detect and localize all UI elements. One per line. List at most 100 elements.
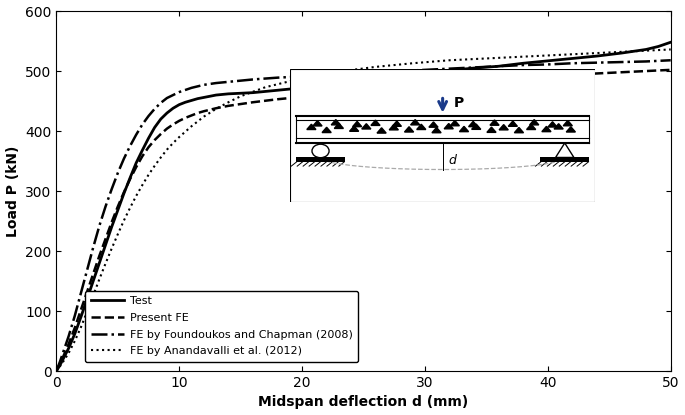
Polygon shape — [349, 126, 359, 131]
Test — [52, 369, 60, 374]
FE by Foundoukos and Chapman (2008) — [642, 59, 650, 64]
FE by Anandavalli et al. (2012) — [120, 218, 128, 223]
Present FE — [145, 145, 153, 150]
Present FE — [114, 204, 122, 209]
FE by Anandavalli et al. (2012) — [145, 172, 153, 177]
FE by Foundoukos and Chapman (2008) — [421, 67, 429, 72]
FE by Foundoukos and Chapman (2008) — [64, 334, 73, 339]
Polygon shape — [404, 127, 414, 132]
Present FE — [71, 325, 79, 330]
Present FE — [182, 115, 190, 120]
Polygon shape — [334, 123, 343, 129]
FE by Anandavalli et al. (2012) — [200, 114, 208, 119]
FE by Foundoukos and Chapman (2008) — [52, 369, 60, 374]
Polygon shape — [410, 120, 420, 125]
Test — [654, 44, 662, 49]
FE by Foundoukos and Chapman (2008) — [60, 348, 68, 353]
Polygon shape — [469, 121, 477, 127]
FE by Anandavalli et al. (2012) — [77, 325, 85, 330]
Line: Present FE: Present FE — [56, 70, 671, 371]
Polygon shape — [542, 126, 551, 132]
Polygon shape — [527, 124, 536, 129]
Present FE — [347, 90, 356, 95]
Present FE — [273, 97, 282, 102]
FE by Anandavalli et al. (2012) — [138, 183, 147, 188]
FE by Foundoukos and Chapman (2008) — [445, 66, 453, 71]
Polygon shape — [487, 127, 496, 132]
Polygon shape — [490, 120, 499, 125]
FE by Anandavalli et al. (2012) — [163, 147, 171, 152]
FE by Foundoukos and Chapman (2008) — [236, 78, 245, 83]
FE by Anandavalli et al. (2012) — [101, 261, 110, 266]
Present FE — [169, 122, 177, 127]
FE by Anandavalli et al. (2012) — [298, 76, 306, 81]
FE by Foundoukos and Chapman (2008) — [667, 58, 675, 63]
FE by Foundoukos and Chapman (2008) — [132, 132, 140, 137]
FE by Anandavalli et al. (2012) — [52, 369, 60, 374]
Present FE — [396, 85, 404, 90]
Present FE — [593, 71, 601, 76]
FE by Anandavalli et al. (2012) — [56, 364, 64, 369]
FE by Anandavalli et al. (2012) — [335, 69, 343, 74]
FE by Foundoukos and Chapman (2008) — [323, 73, 331, 78]
Present FE — [132, 165, 140, 170]
FE by Anandavalli et al. (2012) — [224, 100, 232, 105]
Present FE — [175, 118, 184, 123]
Present FE — [60, 353, 68, 358]
Polygon shape — [353, 121, 362, 127]
FE by Anandavalli et al. (2012) — [667, 47, 675, 52]
FE by Anandavalli et al. (2012) — [212, 106, 220, 111]
FE by Foundoukos and Chapman (2008) — [71, 313, 79, 318]
FE by Foundoukos and Chapman (2008) — [151, 106, 159, 111]
Bar — [296, 120, 589, 138]
Present FE — [470, 78, 478, 83]
Test — [145, 136, 153, 141]
Test — [114, 208, 122, 213]
Present FE — [157, 132, 165, 137]
FE by Foundoukos and Chapman (2008) — [157, 100, 165, 105]
FE by Foundoukos and Chapman (2008) — [617, 60, 625, 65]
Present FE — [249, 100, 257, 105]
Y-axis label: Load P (kN): Load P (kN) — [5, 145, 20, 237]
Present FE — [212, 106, 220, 111]
Present FE — [421, 82, 429, 87]
FE by Foundoukos and Chapman (2008) — [495, 64, 503, 69]
Polygon shape — [371, 120, 380, 125]
Present FE — [95, 253, 103, 258]
FE by Anandavalli et al. (2012) — [151, 164, 159, 168]
FE by Anandavalli et al. (2012) — [519, 54, 527, 59]
FE by Anandavalli et al. (2012) — [95, 277, 103, 282]
Present FE — [194, 110, 202, 115]
Polygon shape — [429, 122, 438, 127]
Present FE — [617, 70, 625, 75]
Present FE — [544, 73, 552, 78]
Text: d: d — [449, 154, 457, 167]
FE by Foundoukos and Chapman (2008) — [224, 79, 232, 84]
Present FE — [200, 109, 208, 114]
Polygon shape — [393, 121, 401, 126]
Polygon shape — [508, 121, 517, 126]
FE by Foundoukos and Chapman (2008) — [249, 77, 257, 82]
FE by Anandavalli et al. (2012) — [126, 205, 134, 210]
Present FE — [101, 237, 110, 242]
FE by Foundoukos and Chapman (2008) — [83, 268, 91, 273]
Present FE — [151, 137, 159, 142]
Present FE — [236, 102, 245, 107]
Present FE — [126, 176, 134, 181]
Polygon shape — [499, 124, 508, 130]
Polygon shape — [472, 124, 481, 129]
Test — [286, 87, 294, 92]
Test — [667, 40, 675, 45]
Present FE — [108, 220, 116, 225]
FE by Foundoukos and Chapman (2008) — [163, 95, 171, 100]
FE by Anandavalli et al. (2012) — [445, 58, 453, 63]
Legend: Test, Present FE, FE by Foundoukos and Chapman (2008), FE by Anandavalli et al. : Test, Present FE, FE by Foundoukos and C… — [85, 291, 358, 362]
Polygon shape — [362, 124, 371, 129]
Present FE — [138, 154, 147, 159]
FE by Anandavalli et al. (2012) — [89, 293, 97, 298]
FE by Foundoukos and Chapman (2008) — [138, 122, 147, 127]
Present FE — [64, 342, 73, 347]
FE by Foundoukos and Chapman (2008) — [298, 74, 306, 79]
FE by Foundoukos and Chapman (2008) — [519, 63, 527, 68]
Polygon shape — [322, 127, 332, 132]
